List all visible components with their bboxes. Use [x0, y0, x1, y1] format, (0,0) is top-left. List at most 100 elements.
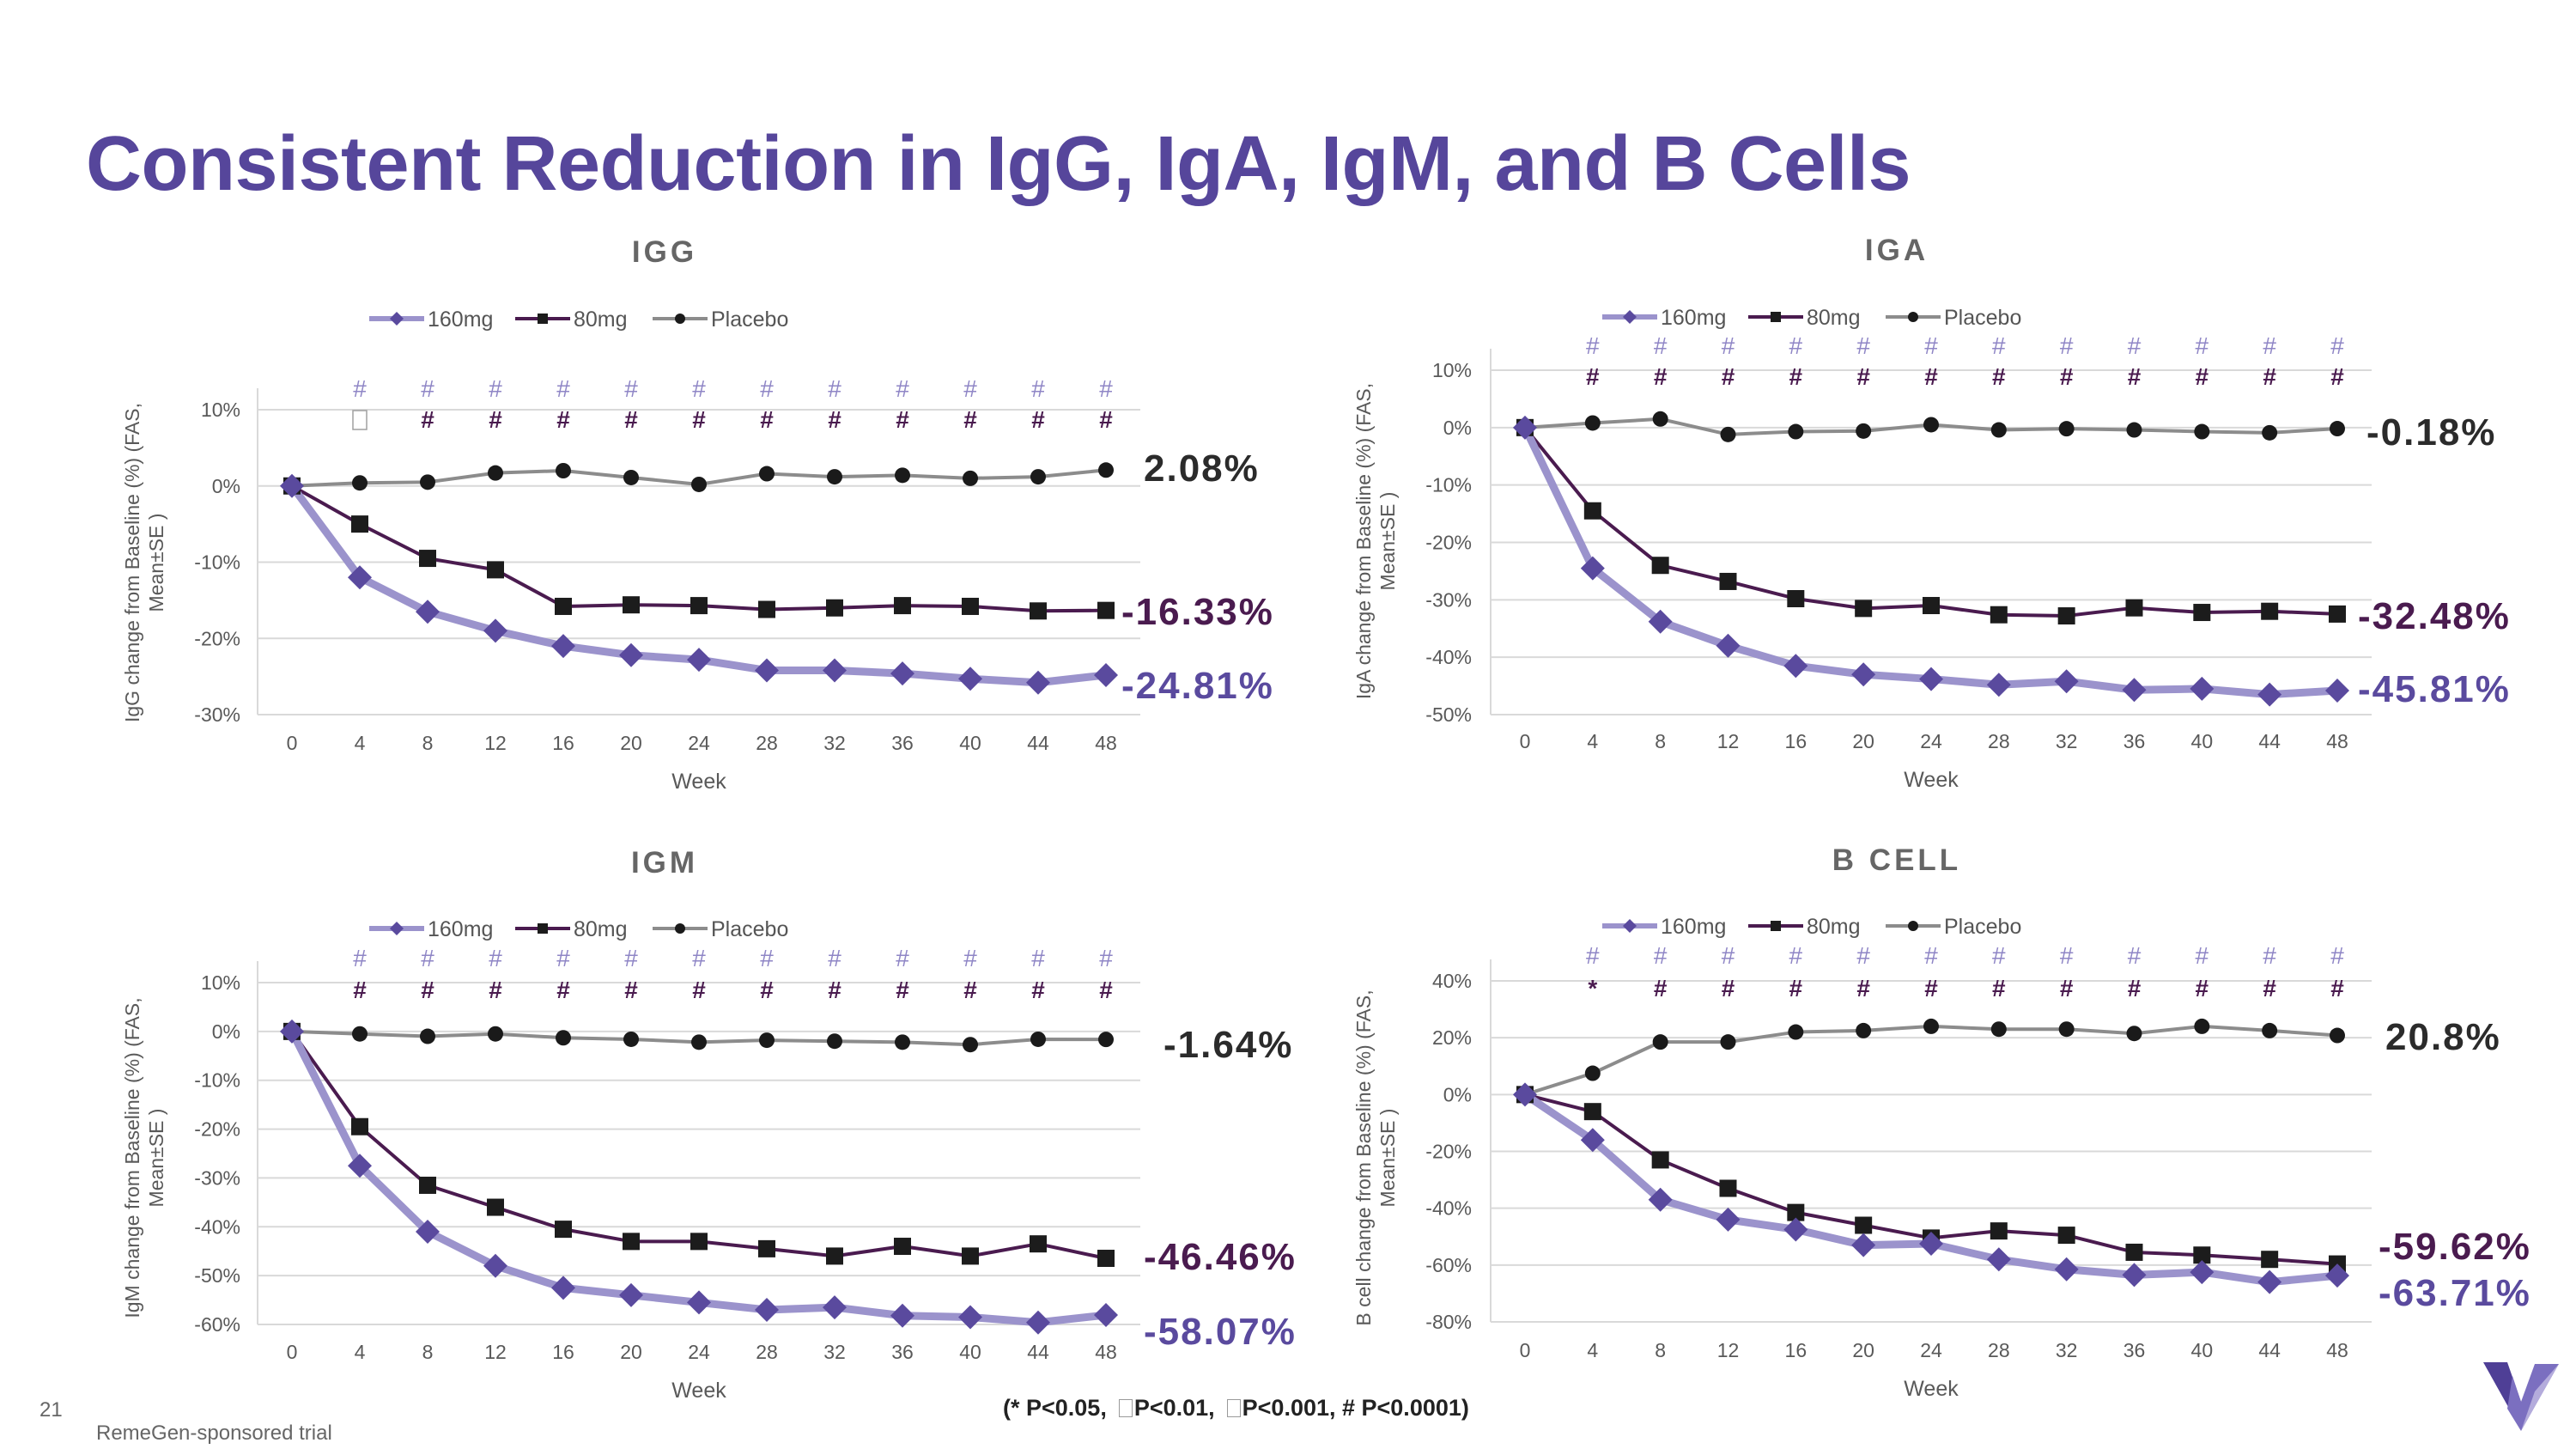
chart-title: B CELL — [1832, 843, 1961, 877]
end-label-placebo: -1.64% — [1163, 1024, 1293, 1066]
sig-marker-160mg: # — [2060, 332, 2074, 359]
sig-marker-80mg: # — [1031, 406, 1045, 433]
x-tick-label: 24 — [1920, 730, 1942, 752]
x-axis-label: Week — [671, 770, 726, 794]
sig-marker-160mg: # — [1654, 332, 1668, 359]
legend-item-80mg: 80mg — [515, 917, 628, 941]
series-line-80mg — [291, 484, 1107, 613]
point-80mg — [351, 515, 368, 533]
x-tick-label: 24 — [688, 732, 710, 754]
point-80mg — [962, 597, 979, 615]
point-160mg — [2054, 669, 2079, 694]
y-tick-label: -30% — [1425, 588, 1472, 611]
point-160mg — [348, 1154, 372, 1178]
sig-marker-160mg: # — [2196, 332, 2209, 359]
point-80mg — [2125, 599, 2143, 617]
point-placebo — [1584, 1065, 1601, 1081]
point-80mg — [1030, 1235, 1047, 1253]
point-placebo — [2194, 423, 2210, 440]
point-80mg — [758, 600, 775, 618]
chart-title: IGA — [1865, 234, 1929, 267]
sig-marker-160mg: # — [2263, 332, 2276, 359]
sig-marker-80mg: # — [2060, 975, 2074, 1002]
point-160mg — [2054, 1257, 2079, 1282]
y-tick-label: -20% — [1425, 1141, 1472, 1163]
sig-legend-p05: (* P<0.05, — [1003, 1395, 1107, 1421]
x-tick-label: 4 — [1587, 1339, 1598, 1361]
point-placebo — [352, 475, 368, 491]
sig-marker-80mg: # — [1722, 363, 1735, 390]
legend-label: 160mg — [1661, 915, 1726, 939]
sig-marker-160mg: # — [1992, 332, 2006, 359]
point-placebo — [759, 1032, 775, 1049]
legend-marker — [390, 312, 404, 326]
point-placebo — [1856, 423, 1872, 439]
x-tick-label: 12 — [484, 732, 507, 754]
end-label-160mg: -63.71% — [2379, 1272, 2531, 1314]
legend-marker — [390, 922, 404, 935]
legend-marker — [538, 923, 548, 934]
point-80mg — [1855, 600, 1873, 618]
sig-marker-160mg: # — [421, 375, 434, 402]
point-80mg — [2057, 607, 2075, 625]
end-label-160mg: -24.81% — [1121, 665, 1274, 707]
x-tick-label: 4 — [355, 732, 366, 754]
x-tick-label: 40 — [2191, 730, 2214, 752]
legend-label: 80mg — [574, 307, 628, 332]
point-80mg — [1651, 557, 1669, 575]
sig-marker-160mg: # — [1099, 945, 1113, 971]
y-tick-label: -60% — [194, 1313, 240, 1336]
sig-marker-80mg: # — [489, 977, 502, 1003]
sig-marker-160mg: # — [1722, 332, 1735, 359]
end-label-160mg: -58.07% — [1144, 1311, 1297, 1353]
page-number: 21 — [39, 1398, 63, 1422]
point-80mg — [826, 599, 843, 617]
point-160mg — [890, 661, 914, 686]
x-tick-label: 48 — [1095, 1341, 1117, 1363]
point-160mg — [1851, 1233, 1876, 1257]
sig-marker-160mg: # — [2060, 942, 2074, 969]
x-tick-label: 0 — [1520, 730, 1531, 752]
point-placebo — [2330, 421, 2345, 437]
legend-label: 160mg — [1661, 306, 1726, 330]
sig-marker-80mg: # — [1099, 977, 1113, 1003]
sig-marker-80mg: # — [2330, 363, 2344, 390]
point-80mg — [623, 596, 640, 614]
point-80mg — [2125, 1243, 2143, 1261]
legend-label: Placebo — [1944, 915, 2021, 939]
sig-marker-160mg: # — [1654, 942, 1668, 969]
sig-marker-80mg: # — [1654, 363, 1668, 390]
point-placebo — [963, 470, 978, 486]
sig-marker-80mg: # — [2263, 975, 2276, 1002]
sig-marker-80mg: # — [1992, 363, 2006, 390]
point-placebo — [895, 1034, 910, 1050]
point-160mg — [1648, 1187, 1673, 1212]
x-tick-label: 28 — [1988, 1339, 2010, 1361]
legend-label: 160mg — [428, 917, 493, 941]
legend-item-placebo: Placebo — [653, 917, 788, 941]
point-80mg — [1990, 1222, 2008, 1240]
point-placebo — [1856, 1022, 1872, 1038]
x-tick-label: 16 — [552, 1341, 574, 1363]
point-placebo — [895, 467, 910, 484]
point-160mg — [483, 1253, 507, 1278]
end-label-80mg: -46.46% — [1144, 1236, 1297, 1278]
y-axis-label: B cell change from Baseline (%) (FAS,Mea… — [1352, 989, 1399, 1325]
sig-marker-160mg: # — [1856, 942, 1870, 969]
legend-item-160mg: 160mg — [1602, 915, 1726, 939]
point-placebo — [1652, 1034, 1668, 1050]
point-placebo — [1990, 1021, 2007, 1038]
sig-marker-160mg: # — [353, 945, 367, 971]
point-placebo — [1030, 469, 1046, 485]
sig-marker-80mg: # — [556, 406, 570, 433]
legend-item-160mg: 160mg — [1602, 306, 1726, 330]
point-placebo — [1098, 1032, 1114, 1048]
sig-marker-160mg: # — [760, 375, 774, 402]
sig-marker-80mg: # — [760, 406, 774, 433]
legend-label: Placebo — [1944, 306, 2021, 330]
x-tick-label: 36 — [2123, 730, 2146, 752]
x-tick-label: 44 — [2258, 730, 2281, 752]
point-160mg — [483, 618, 507, 643]
point-placebo — [488, 465, 503, 481]
y-tick-label: 0% — [1443, 417, 1472, 439]
